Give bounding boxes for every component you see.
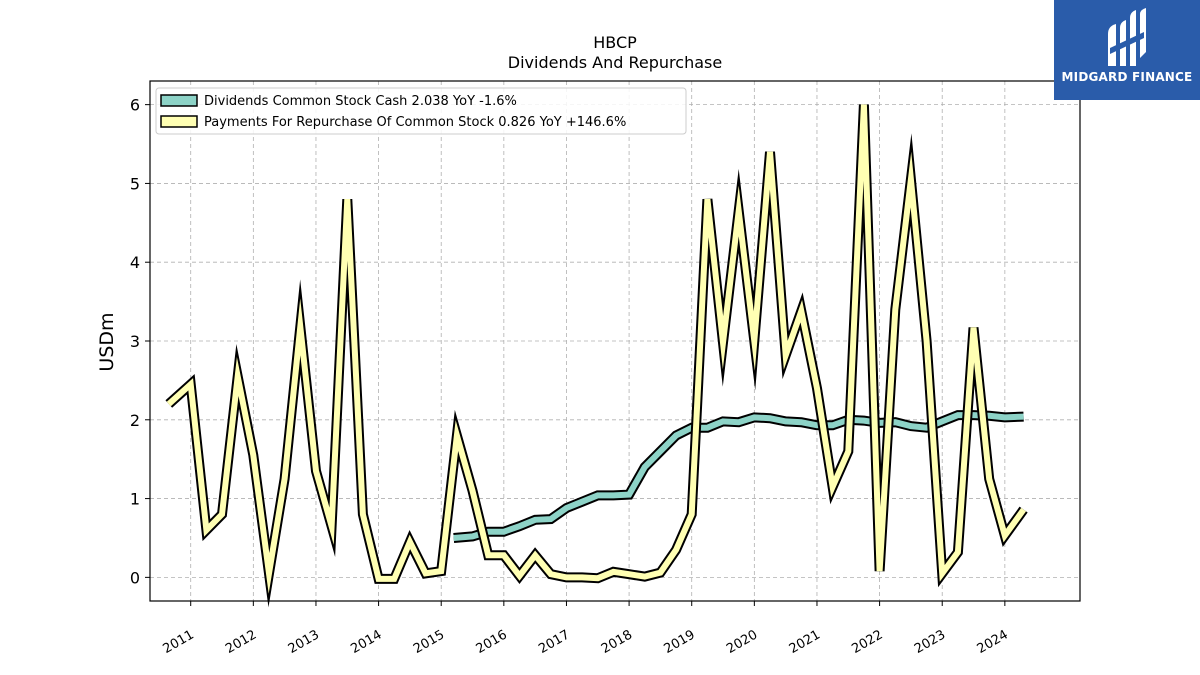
series-line-dividends [453,412,1024,541]
x-tick-label: 2016 [474,627,510,657]
chart-title: HBCP [593,33,637,52]
legend: Dividends Common Stock Cash 2.038 YoY -1… [155,87,687,135]
x-tick-label: 2015 [411,627,447,657]
y-tick-label: 6 [130,96,140,115]
x-tick-label: 2013 [286,627,322,657]
y-axis: 0 1 2 3 4 5 6 [130,96,150,587]
legend-swatch-repurchase [160,115,198,128]
series-lines [165,104,1028,608]
legend-swatch-dividends [160,94,198,107]
x-tick-label: 2022 [849,627,885,657]
y-tick-label: 4 [130,253,140,272]
y-tick-label: 3 [130,332,140,351]
legend-label-repurchase: Payments For Repurchase Of Common Stock … [204,115,626,130]
legend-label-dividends: Dividends Common Stock Cash 2.038 YoY -1… [204,94,517,109]
x-tick-label: 2021 [787,627,823,657]
x-tick-label: 2014 [348,627,384,657]
y-tick-label: 5 [130,174,140,193]
x-tick-label: 2020 [724,627,760,657]
x-tick-label: 2017 [536,627,572,657]
x-tick-label: 2012 [223,627,259,657]
x-tick-label: 2018 [599,627,635,657]
y-tick-label: 0 [130,568,140,587]
brand-logo: MIDGARD FINANCE [1054,0,1200,100]
y-axis-label: USDm [96,312,118,371]
x-tick-label: 2011 [161,627,197,657]
x-tick-label: 2024 [975,627,1011,657]
x-tick-label: 2019 [662,627,698,657]
midgard-logo-icon [1108,8,1146,66]
y-tick-label: 2 [130,411,140,430]
x-axis: 2011 2012 2013 2014 2015 2016 2017 2018 2019 2020… [161,601,1011,657]
x-tick-label: 2023 [912,627,948,657]
legend-box [155,87,687,135]
series-line-repurchase [166,104,1027,594]
brand-name: MIDGARD FINANCE [1061,70,1193,84]
y-tick-label: 1 [130,490,140,509]
chart-subtitle: Dividends And Repurchase [508,53,722,72]
